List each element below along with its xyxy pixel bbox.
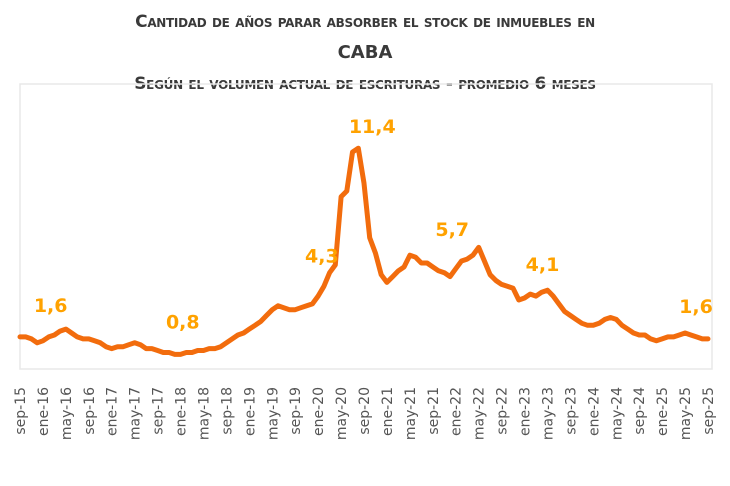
x-tick-label: sep-22 [495,387,511,435]
data-label: 11,4 [349,116,396,138]
x-tick-label: sep-19 [288,387,304,435]
x-tick-label: ene-22 [449,387,465,436]
data-labels: 1,6 0,8 4,3 11,4 5,7 4,1 1,6 [34,116,713,333]
data-label: 0,8 [166,311,200,333]
plot-frame [19,83,713,370]
x-tick-label: ene-23 [518,387,534,436]
series-group [17,145,711,357]
x-tick-label: ene-21 [380,387,396,436]
x-tick-label: ene-25 [655,387,671,436]
x-axis-ticks: sep-15 ene-16 may-16 sep-16 ene-17 may-17 sep-… [13,387,717,440]
data-label: 4,1 [526,254,560,276]
data-label: 4,3 [305,245,339,267]
chart-title: Cantidad de años parar absorber el stock… [135,12,595,32]
x-tick-label: ene-19 [242,387,258,436]
x-tick-label: sep-17 [151,387,167,435]
chart-title-line2: CABA [337,42,393,63]
x-tick-label: sep-25 [701,387,717,435]
x-tick-label: may-23 [540,387,556,440]
x-tick-label: sep-21 [426,387,442,435]
x-tick-label: may-20 [334,387,350,440]
x-tick-label: may-16 [59,387,75,440]
data-label: 1,6 [679,296,713,318]
x-tick-label: ene-18 [174,387,190,436]
x-tick-label: ene-20 [311,387,327,436]
x-tick-label: may-17 [128,387,144,440]
x-tick-label: may-25 [678,387,694,440]
x-tick-label: may-19 [265,387,281,440]
x-tick-label: may-24 [609,387,625,440]
x-tick-label: ene-24 [586,387,602,436]
x-tick-label: sep-15 [13,387,29,435]
x-tick-label: may-21 [403,387,419,440]
x-tick-label: sep-18 [219,387,235,435]
x-tick-label: sep-16 [82,387,98,435]
series-line [17,145,711,357]
x-tick-label: sep-20 [357,387,373,435]
x-tick-label: sep-24 [632,387,648,435]
x-tick-label: ene-16 [36,387,52,436]
data-label: 5,7 [435,219,469,241]
data-label: 1,6 [34,295,68,317]
x-tick-label: may-22 [472,387,488,440]
x-tick-label: sep-23 [563,387,579,435]
x-tick-label: may-18 [196,387,212,440]
x-tick-label: ene-17 [105,387,121,436]
